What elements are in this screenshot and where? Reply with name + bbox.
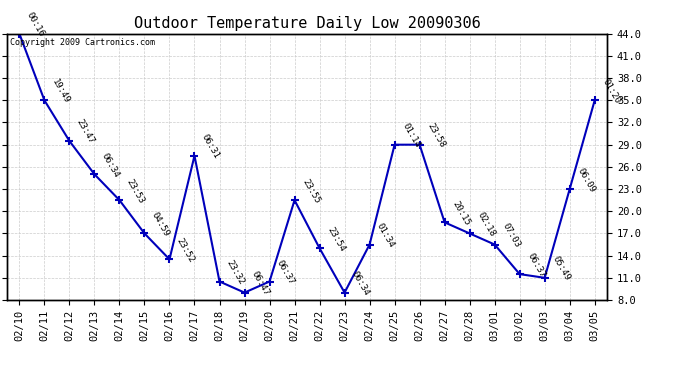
Text: 19:49: 19:49: [50, 77, 71, 105]
Text: Copyright 2009 Cartronics.com: Copyright 2009 Cartronics.com: [10, 38, 155, 47]
Text: 23:47: 23:47: [75, 118, 96, 146]
Text: 20:15: 20:15: [450, 200, 471, 227]
Text: 06:37: 06:37: [525, 251, 546, 279]
Text: 01:14: 01:14: [400, 122, 422, 150]
Text: 06:47: 06:47: [250, 270, 271, 297]
Text: 23:53: 23:53: [125, 177, 146, 205]
Text: 06:31: 06:31: [200, 133, 221, 160]
Text: 02:18: 02:18: [475, 210, 496, 238]
Text: 00:16: 00:16: [25, 11, 46, 39]
Text: 06:09: 06:09: [575, 166, 596, 194]
Text: 01:34: 01:34: [375, 222, 396, 249]
Text: 23:52: 23:52: [175, 236, 196, 264]
Text: 06:37: 06:37: [275, 258, 296, 286]
Text: 01:20: 01:20: [600, 77, 622, 105]
Text: 05:49: 05:49: [550, 255, 571, 283]
Text: 23:55: 23:55: [300, 177, 322, 205]
Title: Outdoor Temperature Daily Low 20090306: Outdoor Temperature Daily Low 20090306: [134, 16, 480, 31]
Text: 07:03: 07:03: [500, 222, 522, 249]
Text: 23:32: 23:32: [225, 258, 246, 286]
Text: 23:54: 23:54: [325, 225, 346, 253]
Text: 23:58: 23:58: [425, 122, 446, 150]
Text: 06:34: 06:34: [350, 270, 371, 297]
Text: 06:34: 06:34: [100, 151, 121, 179]
Text: 04:59: 04:59: [150, 210, 171, 238]
